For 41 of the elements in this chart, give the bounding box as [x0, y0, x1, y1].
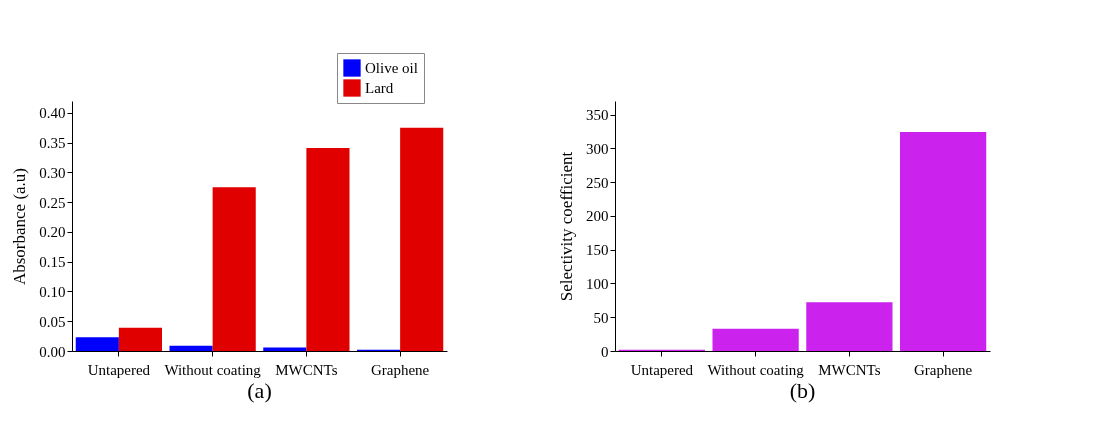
y-tick-label: 0 — [601, 343, 609, 360]
y-tick-label: 250 — [586, 174, 609, 191]
y-axis-title: Absorbance (a.u) — [10, 167, 30, 286]
y-tick-label: 300 — [586, 140, 609, 157]
bar — [169, 345, 213, 351]
text: (a) — [247, 378, 272, 403]
y-tick-label: 0.10 — [39, 283, 66, 300]
y-tick-label: 0.35 — [39, 135, 66, 152]
bar — [263, 347, 307, 351]
y-tick-label: 100 — [586, 275, 609, 292]
y-tick-label: 350 — [586, 107, 609, 124]
y-tick-label: 50 — [593, 309, 609, 326]
y-tick-label: 0.40 — [39, 105, 66, 122]
bar — [400, 127, 444, 351]
bar — [306, 148, 350, 351]
y-tick-label: 0.20 — [39, 224, 66, 241]
x-tick-label: Untapered — [630, 361, 694, 378]
x-tick-label: Graphene — [370, 361, 430, 378]
x-tick-label: MWCNTs — [275, 361, 338, 378]
bar — [806, 302, 893, 351]
x-tick-label: Without coating — [164, 361, 262, 378]
y-tick-label: 0.30 — [39, 164, 66, 181]
y-tick-label: 0.25 — [39, 194, 66, 211]
y-tick-label: 0.05 — [39, 313, 66, 330]
y-tick-label: 150 — [586, 242, 609, 259]
bar — [712, 328, 799, 351]
y-tick-label: 0.00 — [39, 343, 66, 360]
text: (b) — [789, 378, 816, 403]
x-tick-label: MWCNTs — [818, 361, 881, 378]
x-tick-label: Graphene — [913, 361, 973, 378]
x-tick-label: Untapered — [87, 361, 151, 378]
y-tick-label: 200 — [586, 208, 609, 225]
y-axis-title: Selectivity coefficient — [557, 151, 576, 302]
bar — [900, 132, 987, 351]
legend-label: Lard — [365, 80, 394, 96]
bar — [212, 187, 256, 351]
x-tick-label: Without coating — [707, 361, 805, 378]
bar — [118, 327, 162, 351]
y-tick-label: 0.15 — [39, 254, 66, 271]
legend-label: Olive oil — [365, 60, 418, 76]
bar — [75, 337, 119, 351]
